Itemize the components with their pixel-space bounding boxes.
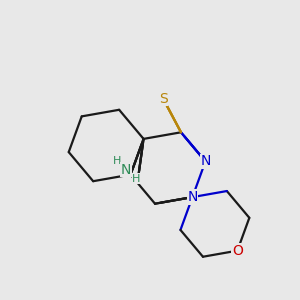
Text: N: N (200, 154, 211, 168)
Text: H: H (132, 173, 140, 184)
Text: H: H (113, 155, 122, 166)
Text: N: N (121, 163, 131, 176)
Text: O: O (232, 244, 243, 258)
Text: N: N (187, 190, 198, 204)
Text: S: S (159, 92, 167, 106)
